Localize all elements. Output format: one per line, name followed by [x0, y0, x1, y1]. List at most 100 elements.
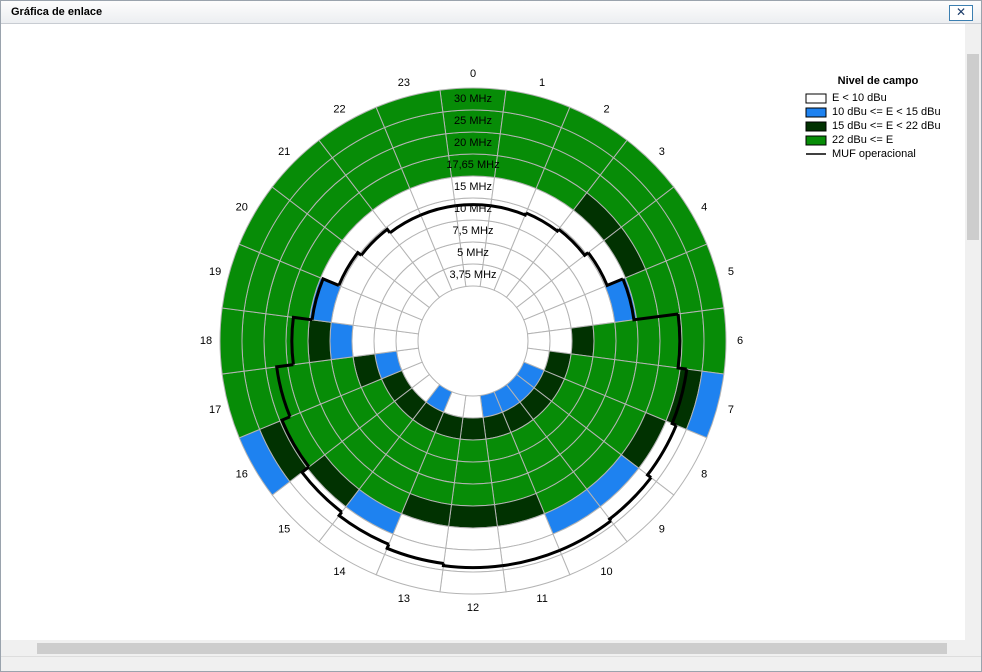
- legend-swatch: [805, 93, 827, 104]
- ring-label: 20 MHz: [454, 137, 492, 149]
- cell: [636, 316, 661, 366]
- muf-segment: [645, 424, 678, 479]
- cell: [456, 438, 490, 463]
- hour-label: 22: [333, 104, 345, 116]
- muf-segment: [502, 548, 561, 568]
- legend-label: 10 dBu <= E < 15 dBu: [832, 106, 941, 118]
- muf-segment: [676, 313, 687, 371]
- muf-segment: [559, 519, 612, 552]
- cell: [548, 327, 573, 355]
- cell: [307, 318, 332, 364]
- legend-title: Nivel de campo: [838, 75, 919, 87]
- hour-label: 3: [659, 146, 665, 158]
- cell: [448, 504, 498, 529]
- hour-label: 9: [659, 524, 665, 536]
- vertical-scrollbar[interactable]: [965, 24, 981, 640]
- hour-label: 6: [737, 335, 743, 347]
- legend-swatch: [805, 121, 827, 132]
- muf-segment: [441, 563, 503, 570]
- hour-label: 4: [701, 201, 707, 213]
- cell: [351, 324, 376, 358]
- cell: [679, 310, 705, 372]
- hour-label: 11: [536, 593, 547, 605]
- muf-segment: [670, 368, 689, 427]
- cell: [395, 330, 420, 352]
- cell: [439, 569, 507, 595]
- hour-label: 19: [209, 266, 221, 278]
- muf-segment: [360, 227, 392, 257]
- legend-label: 15 dBu <= E < 22 dBu: [832, 120, 941, 132]
- cell: [285, 316, 310, 366]
- cell: [219, 307, 245, 375]
- hour-label: 1: [539, 77, 545, 89]
- title-bar: Gráfica de enlace: [1, 1, 981, 24]
- cell: [526, 330, 551, 352]
- status-bar: [1, 656, 981, 671]
- hour-label: 17: [209, 404, 221, 416]
- cell: [701, 307, 727, 375]
- hour-label: 5: [728, 266, 734, 278]
- close-button[interactable]: ✕: [949, 5, 973, 21]
- cell: [450, 482, 496, 507]
- cell: [462, 394, 484, 419]
- ring-label: 25 MHz: [454, 115, 492, 127]
- cell: [592, 321, 617, 361]
- muf-segment: [299, 465, 343, 514]
- legend-label: MUF operacional: [832, 148, 916, 160]
- muf-segment: [290, 315, 313, 365]
- horizontal-scrollbar[interactable]: [1, 640, 965, 656]
- content: 0 1 2 3 4 5 6 7 8 9 10 11 12 13 14 15 16 17 18 19 20 21 22 23 3,…: [1, 24, 965, 640]
- hour-label: 23: [398, 77, 410, 89]
- hour-label: 8: [701, 468, 707, 480]
- chart: 012345678910111213141516171819202122233,…: [200, 68, 941, 614]
- cell: [375, 89, 444, 129]
- muf-segment: [455, 203, 491, 208]
- muf-segment: [557, 228, 590, 258]
- muf-segment: [607, 476, 653, 522]
- muf-segment: [490, 204, 528, 217]
- muf-segment: [389, 213, 422, 234]
- hour-label: 18: [200, 335, 212, 347]
- ring-label: 15 MHz: [454, 181, 492, 193]
- ring-label: 30 MHz: [454, 93, 492, 105]
- cell: [570, 324, 595, 358]
- cell: [329, 321, 354, 361]
- cell: [445, 525, 501, 551]
- hour-label: 12: [467, 602, 479, 614]
- hour-label: 15: [278, 524, 290, 536]
- muf-segment: [275, 363, 294, 418]
- cell: [373, 327, 398, 355]
- ring-label: 17,65 MHz: [446, 159, 499, 171]
- legend-swatch: [805, 135, 827, 146]
- scroll-thumb[interactable]: [37, 643, 947, 654]
- muf-segment: [337, 250, 363, 287]
- hour-label: 7: [728, 404, 734, 416]
- hour-label: 20: [236, 201, 248, 213]
- hour-label: 21: [278, 146, 290, 158]
- scroll-thumb[interactable]: [967, 54, 979, 240]
- muf-segment: [336, 511, 390, 546]
- cell: [614, 318, 639, 364]
- cell: [263, 313, 289, 369]
- cell: [241, 310, 267, 372]
- hour-label: 2: [603, 104, 609, 116]
- cell: [453, 460, 493, 485]
- ring-label: 10 MHz: [454, 203, 492, 215]
- muf-segment: [525, 211, 560, 234]
- ring-label: 3,75 MHz: [449, 269, 496, 281]
- muf-segment: [310, 276, 340, 321]
- cell: [459, 416, 487, 441]
- hour-label: 0: [470, 68, 476, 80]
- legend-label: 22 dBu <= E: [832, 134, 893, 146]
- ring-label: 5 MHz: [457, 247, 489, 259]
- legend-swatch: [805, 107, 827, 118]
- hour-label: 16: [236, 468, 248, 480]
- hour-label: 14: [333, 566, 345, 578]
- ring-label: 7,5 MHz: [453, 225, 494, 237]
- legend-label: E < 10 dBu: [832, 92, 887, 104]
- muf-segment: [279, 415, 311, 468]
- muf-segment: [586, 251, 624, 288]
- muf-segment: [420, 204, 456, 217]
- muf-segment: [621, 278, 679, 322]
